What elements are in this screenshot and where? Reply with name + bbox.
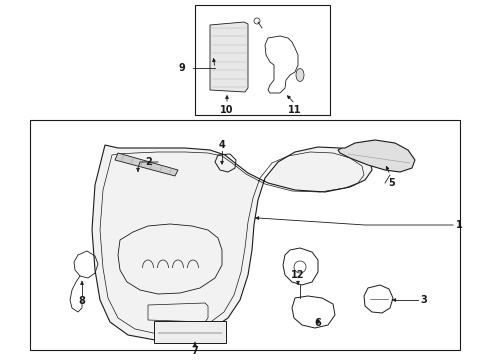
Text: 5: 5 (388, 178, 395, 188)
Bar (195, 5, 330, 115)
Text: 3: 3 (420, 295, 427, 305)
Polygon shape (338, 140, 415, 172)
Polygon shape (210, 22, 248, 92)
Ellipse shape (296, 68, 304, 81)
Text: 6: 6 (315, 318, 321, 328)
Text: 2: 2 (145, 157, 152, 167)
Text: 7: 7 (192, 346, 198, 356)
Text: 12: 12 (291, 270, 305, 280)
Text: 9: 9 (178, 63, 185, 73)
Text: 10: 10 (220, 105, 234, 115)
FancyBboxPatch shape (154, 321, 226, 343)
Text: 11: 11 (288, 105, 302, 115)
Polygon shape (92, 145, 372, 340)
Text: 1: 1 (456, 220, 463, 230)
Polygon shape (115, 153, 178, 176)
Bar (30, 120, 460, 350)
Text: 4: 4 (219, 140, 225, 150)
Text: 8: 8 (78, 296, 85, 306)
